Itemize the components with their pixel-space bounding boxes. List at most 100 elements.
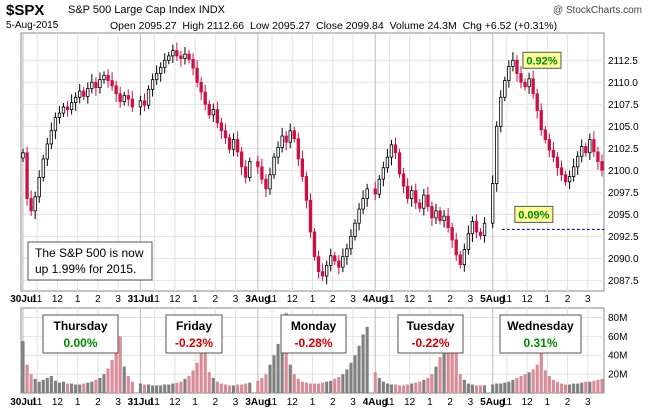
- exchange-code: INDX: [198, 4, 225, 16]
- candle-body: [450, 227, 454, 241]
- time-tick-label-bottom: 1: [310, 397, 316, 408]
- time-tick-label: 1: [75, 294, 81, 305]
- volume-bar: [438, 357, 442, 393]
- candle-body: [300, 158, 305, 177]
- candle-body: [207, 103, 211, 116]
- candle-body: [122, 95, 126, 103]
- volume-bar: [478, 385, 483, 393]
- volume-bar: [430, 374, 434, 393]
- candle-body: [304, 176, 309, 201]
- day-change: 0.31%: [523, 336, 557, 350]
- volume-bar: [179, 381, 183, 393]
- day-box-frame: [165, 314, 223, 354]
- day-box-monday: Monday -0.28%: [280, 314, 347, 354]
- candle-body: [567, 176, 572, 183]
- volume-bar: [244, 383, 248, 393]
- candle-body: [175, 50, 179, 57]
- candle-body: [349, 236, 353, 250]
- time-tick-label-bottom: 2: [565, 397, 571, 408]
- close-label: Close: [315, 20, 343, 32]
- callout-box: [514, 205, 554, 223]
- time-tick-label: 3Aug: [245, 294, 270, 305]
- candle-body: [65, 106, 70, 111]
- volume-bar: [223, 384, 228, 393]
- volume-bar: [515, 377, 519, 393]
- volume-bar: [167, 384, 171, 393]
- volume-bar: [57, 382, 62, 393]
- volume-bar: [389, 384, 394, 393]
- volume-bar: [264, 374, 268, 393]
- candle-body: [37, 177, 41, 198]
- volume-bar: [341, 374, 345, 393]
- volume-bar: [312, 383, 317, 393]
- price-tick-label: 2110.0: [608, 78, 638, 89]
- candle-body: [503, 80, 507, 98]
- volume-bar: [231, 385, 236, 393]
- candle-body: [150, 79, 155, 90]
- price-tick-label: 2095.0: [608, 210, 639, 221]
- volume-bar: [531, 369, 535, 393]
- candle-body: [308, 199, 313, 233]
- volume-bar: [377, 377, 381, 393]
- volume-bar: [138, 383, 142, 393]
- time-tick-label-bottom: 11: [384, 397, 395, 408]
- time-tick-label: 12: [169, 294, 181, 305]
- candle-body: [329, 255, 333, 266]
- volume-bar: [454, 336, 458, 393]
- time-tick-label: 3: [585, 294, 591, 305]
- price-tick-label: 2112.5: [608, 56, 638, 67]
- volume-bar: [491, 384, 495, 393]
- volume-tick-label: 40M: [608, 351, 627, 362]
- volume-bar: [142, 384, 147, 393]
- day-name: Friday: [176, 319, 212, 333]
- volume-bar: [151, 385, 155, 393]
- candle-body: [25, 152, 29, 199]
- index-full-name: S&P 500 Large Cap Index: [68, 4, 196, 16]
- volume-bar: [175, 382, 179, 393]
- volume-bar: [82, 383, 86, 393]
- time-tick-label: 5Aug: [480, 294, 505, 305]
- candle-body: [45, 143, 49, 160]
- volume-bar: [539, 334, 543, 393]
- time-tick-label-bottom: 12: [522, 397, 534, 408]
- candle-body: [195, 67, 199, 83]
- candle-body: [576, 155, 580, 168]
- volume-bar: [592, 380, 596, 393]
- candle-body: [21, 152, 25, 159]
- candle-body: [430, 206, 434, 219]
- time-tick-label: 1: [427, 294, 433, 305]
- volume-bar: [402, 385, 406, 393]
- volume-bar: [329, 380, 333, 393]
- time-tick-label-bottom: 11: [32, 397, 43, 408]
- volume-bar: [276, 343, 280, 393]
- volume-bar: [450, 341, 454, 393]
- volume-bar: [78, 384, 82, 393]
- volume-bar: [446, 331, 450, 393]
- volume-bar: [106, 368, 110, 393]
- candle-body: [442, 215, 446, 221]
- volume-bar: [207, 372, 211, 393]
- candle-body: [381, 167, 386, 180]
- candle-body: [171, 50, 175, 57]
- volume-bar: [102, 374, 106, 393]
- close-value: 2099.84: [345, 20, 384, 32]
- day-box-frame: [397, 314, 464, 354]
- volume-bar: [236, 384, 240, 393]
- volume-bar: [98, 377, 102, 393]
- volume-bar: [163, 384, 167, 393]
- candle-body: [244, 166, 248, 178]
- volume-bar: [462, 379, 466, 393]
- volume-bar: [66, 383, 70, 393]
- volume-bar: [559, 383, 564, 393]
- candle-body: [555, 156, 560, 169]
- volume-value: 24.3M: [427, 20, 457, 32]
- volume-bar: [292, 374, 296, 393]
- time-tick-label: 1: [545, 294, 551, 305]
- candle-body: [495, 125, 499, 184]
- change-value: +6.52 (+0.31%): [484, 20, 558, 32]
- volume-bar: [288, 364, 292, 393]
- volume-bar: [118, 336, 122, 393]
- candle-body: [531, 78, 535, 95]
- quote-date: 5-Aug-2015: [6, 20, 59, 31]
- candle-body: [584, 146, 588, 154]
